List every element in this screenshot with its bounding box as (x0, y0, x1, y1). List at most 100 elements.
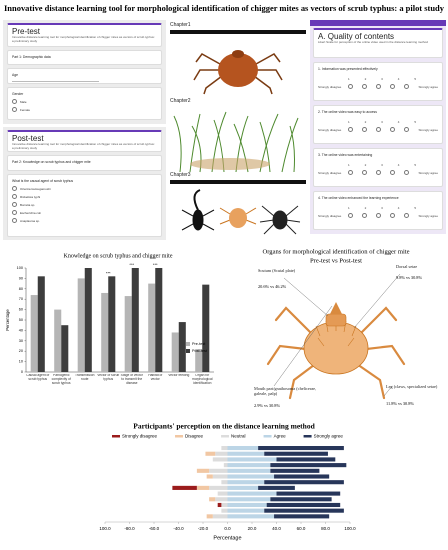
option-label: Orientia tsutsugamushi (20, 186, 51, 191)
bar (108, 276, 116, 372)
radio-button[interactable] (390, 213, 396, 218)
scale-number: 4 (397, 77, 400, 81)
radio-button[interactable] (12, 218, 17, 223)
radio-button[interactable] (12, 202, 17, 207)
scale-number: 5 (414, 120, 416, 124)
bar-segment (223, 463, 228, 468)
bar (101, 292, 109, 372)
legend-swatch (186, 342, 190, 346)
x-tick-label: 60.0 (297, 526, 306, 531)
radio-button[interactable] (390, 170, 396, 175)
bar-segment (270, 463, 347, 468)
option: Orientia tsutsugamushi (12, 186, 157, 191)
radio-button[interactable] (12, 194, 17, 199)
scale-low: Strongly disagree (318, 213, 342, 218)
scale-low: Strongly disagree (318, 170, 342, 175)
legend-label: Disagree (185, 434, 204, 439)
x-tick-label: Causal agent of scrub typhus (26, 374, 50, 381)
radio-button[interactable] (347, 84, 353, 89)
radio-button[interactable] (404, 84, 410, 89)
x-axis-label: Percentage (213, 535, 241, 541)
mite-legs (193, 53, 283, 95)
significance-label: *** (153, 262, 158, 267)
bar-segment (270, 468, 320, 473)
bar-segment (221, 446, 228, 451)
radio-button[interactable] (375, 213, 381, 218)
x-tick-label-box: Vector feeding (168, 374, 189, 377)
radio-button[interactable] (404, 170, 410, 175)
bar-segment (227, 497, 271, 502)
organ-name: Scutum (Scutal plate) (258, 268, 296, 273)
bar-segment (264, 451, 328, 456)
option: Rickettsia typhi (12, 194, 157, 199)
radio-button[interactable] (361, 127, 367, 132)
scale-number: 5 (414, 163, 416, 167)
bar-segment (227, 485, 259, 490)
scale-number: 3 (381, 163, 383, 167)
radio-button[interactable] (361, 213, 367, 218)
x-tick-label: Organ for morphological identification (191, 374, 213, 385)
radio-button[interactable] (347, 127, 353, 132)
radio-button[interactable] (361, 84, 367, 89)
bar-segment (217, 502, 222, 508)
bar (37, 276, 45, 372)
form-heading: Pre-test (12, 27, 41, 36)
radio-button[interactable] (390, 84, 396, 89)
option: Borrelia sp. (12, 202, 157, 207)
knowledge-chart: Knowledge on scrub typhus and chigger mi… (5, 253, 214, 385)
scale-numbers: 1 2 3 4 5 (348, 206, 416, 210)
bar-segment (209, 468, 228, 473)
form-band (310, 20, 446, 26)
radio-button[interactable] (347, 170, 353, 175)
posttest-panel: Post-test Innovative distance learning t… (3, 127, 166, 240)
mite-body (218, 53, 258, 87)
chapter1-image (170, 30, 306, 95)
bar-segment (227, 514, 275, 519)
perception-chart: Participants' perception on the distance… (99, 422, 356, 542)
bar (54, 309, 62, 372)
bar-segment (205, 451, 216, 456)
radio-button[interactable] (347, 213, 353, 218)
bar-segment (227, 457, 277, 462)
bar-segment (196, 468, 210, 473)
radio-button[interactable] (404, 127, 410, 132)
radio-button[interactable] (375, 127, 381, 132)
radio-button[interactable] (390, 127, 396, 132)
option-label: Female (20, 107, 31, 112)
option-label: Male (20, 99, 27, 104)
form-heading: A. Quality of contents (318, 32, 395, 41)
x-tick-label: -60.0 (149, 526, 160, 531)
radio-button[interactable] (12, 210, 17, 215)
x-tick-label: Vector of scrub typhus (97, 374, 120, 381)
y-tick-label: 60 (19, 308, 23, 312)
figure-title: Organs for morphological identification … (262, 249, 409, 256)
radio-button[interactable] (404, 213, 410, 218)
significance-label: *** (129, 262, 134, 267)
scale-number: 2 (364, 206, 367, 210)
x-tick-label: Habitat of vector (148, 374, 163, 381)
scale-numbers: 1 2 3 4 5 (348, 120, 416, 124)
radio-button[interactable] (12, 186, 17, 191)
x-tick-label-box: Pathogenic complexity of scrub typhus (52, 374, 71, 385)
form-description: Innovative distance learning tool for mo… (12, 142, 155, 150)
bar-segment (206, 474, 213, 479)
x-tick-label: 80.0 (321, 526, 330, 531)
bar (171, 332, 179, 372)
radio-button[interactable] (12, 99, 17, 104)
bar (77, 278, 85, 372)
y-tick-label: 50 (19, 318, 23, 322)
question-text: 3. The online video was entertaining (318, 153, 373, 157)
radio-button[interactable] (375, 84, 381, 89)
scale-row: Strongly disagree Strongly agree (318, 170, 438, 175)
legend-swatch (263, 435, 272, 438)
y-tick-label: 80 (19, 287, 23, 291)
radio-button[interactable] (12, 107, 17, 112)
bar-segment (227, 508, 265, 513)
radio-button[interactable] (361, 170, 367, 175)
scale-number: 5 (414, 77, 416, 81)
radio-button[interactable] (375, 170, 381, 175)
text-input[interactable] (12, 77, 99, 82)
section-title: Part 1: Demographic data (12, 55, 51, 59)
chapters-panel: Chapter1 Chapter2 Chapter3 (170, 20, 306, 242)
scale-number: 4 (397, 120, 400, 124)
